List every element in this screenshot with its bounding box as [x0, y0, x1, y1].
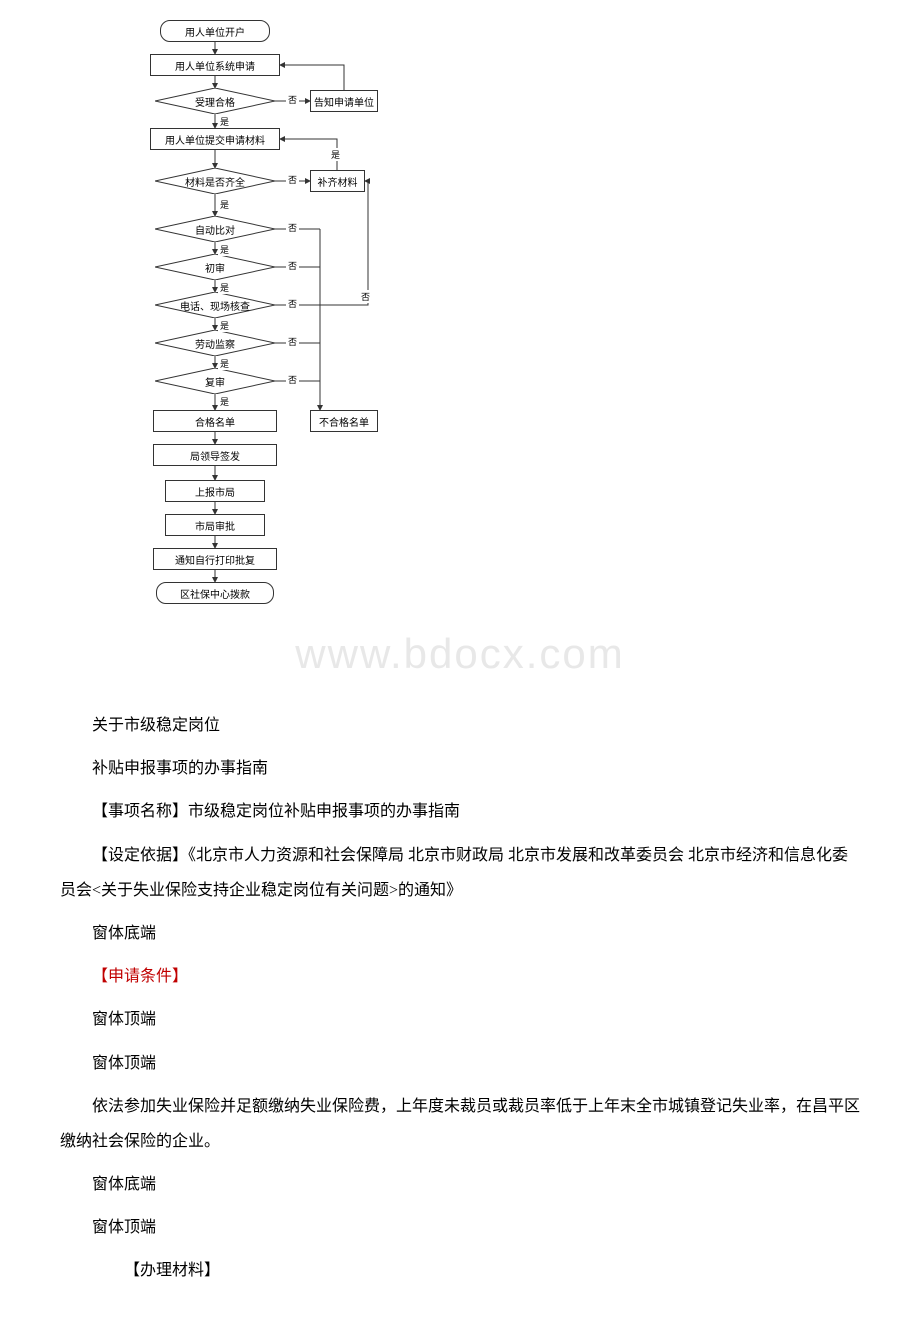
edge-label: 是 [218, 115, 231, 128]
node-pass-list: 合格名单 [153, 410, 277, 432]
node-label: 劳动监察 [195, 336, 235, 351]
flowchart: 用人单位开户 用人单位系统申请 受理合格 告知申请单位 用人单位提交申请材料 材… [120, 20, 380, 590]
edge-label: 否 [286, 259, 299, 272]
edge-label: 否 [286, 335, 299, 348]
node-label: 告知申请单位 [314, 94, 374, 109]
node-label: 材料是否齐全 [185, 174, 245, 189]
node-label: 用人单位开户 [185, 24, 245, 39]
node-label: 用人单位提交申请材料 [165, 132, 265, 147]
flowchart-container: 用人单位开户 用人单位系统申请 受理合格 告知申请单位 用人单位提交申请材料 材… [120, 20, 860, 590]
doc-para: 【事项名称】市级稳定岗位补贴申报事项的办事指南 [60, 794, 860, 829]
node-label: 复审 [205, 374, 225, 389]
node-label: 受理合格 [195, 94, 235, 109]
node-label: 通知自行打印批复 [175, 552, 255, 567]
doc-para: 窗体底端 [60, 916, 860, 951]
watermark-text: www.bdocx.com [60, 630, 860, 678]
edge-label: 否 [286, 297, 299, 310]
node-apply: 用人单位系统申请 [150, 54, 280, 76]
node-label: 区社保中心拨款 [180, 586, 250, 601]
node-notify-print: 通知自行打印批复 [153, 548, 277, 570]
doc-para: 补贴申报事项的办事指南 [60, 751, 860, 786]
doc-para: 【办理材料】 [60, 1253, 860, 1288]
node-accept: 受理合格 [155, 88, 275, 114]
doc-para: 窗体底端 [60, 1167, 860, 1202]
node-report: 上报市局 [165, 480, 265, 502]
edge-label: 否 [286, 173, 299, 186]
node-label: 用人单位系统申请 [175, 58, 255, 73]
node-label: 自动比对 [195, 222, 235, 237]
node-autocheck: 自动比对 [155, 216, 275, 242]
node-first-review: 初审 [155, 254, 275, 280]
doc-para: 窗体顶端 [60, 1002, 860, 1037]
node-city-approve: 市局审批 [165, 514, 265, 536]
node-label: 补齐材料 [318, 174, 358, 189]
doc-para: 窗体顶端 [60, 1046, 860, 1081]
node-label: 合格名单 [195, 414, 235, 429]
doc-para: 依法参加失业保险并足额缴纳失业保险费，上年度未裁员或裁员率低于上年末全市城镇登记… [60, 1089, 860, 1159]
node-phone-check: 电话、现场核查 [155, 292, 275, 318]
node-complete: 材料是否齐全 [155, 168, 275, 194]
node-re-review: 复审 [155, 368, 275, 394]
node-start: 用人单位开户 [160, 20, 270, 42]
node-label: 上报市局 [195, 484, 235, 499]
node-label: 电话、现场核查 [180, 298, 250, 313]
node-label: 市局审批 [195, 518, 235, 533]
edge-label: 否 [286, 373, 299, 386]
edge-label: 否 [286, 93, 299, 106]
doc-para: 【设定依据】《北京市人力资源和社会保障局 北京市财政局 北京市发展和改革委员会 … [60, 838, 860, 908]
doc-para: 窗体顶端 [60, 1210, 860, 1245]
node-submit: 用人单位提交申请材料 [150, 128, 280, 150]
node-fail-list: 不合格名单 [310, 410, 378, 432]
node-labor: 劳动监察 [155, 330, 275, 356]
node-sign: 局领导签发 [153, 444, 277, 466]
edge-label: 否 [286, 221, 299, 234]
edge-label: 是 [218, 395, 231, 408]
node-supplement: 补齐材料 [310, 170, 365, 192]
node-label: 局领导签发 [190, 448, 240, 463]
node-label: 不合格名单 [319, 414, 369, 429]
edge-label: 是 [329, 148, 342, 161]
node-label: 初审 [205, 260, 225, 275]
node-fund: 区社保中心拨款 [156, 582, 274, 604]
doc-para-red: 【申请条件】 [60, 959, 860, 994]
edge-label: 是 [218, 198, 231, 211]
edge-label: 否 [359, 290, 372, 303]
doc-para: 关于市级稳定岗位 [60, 708, 860, 743]
node-notify: 告知申请单位 [310, 90, 378, 112]
